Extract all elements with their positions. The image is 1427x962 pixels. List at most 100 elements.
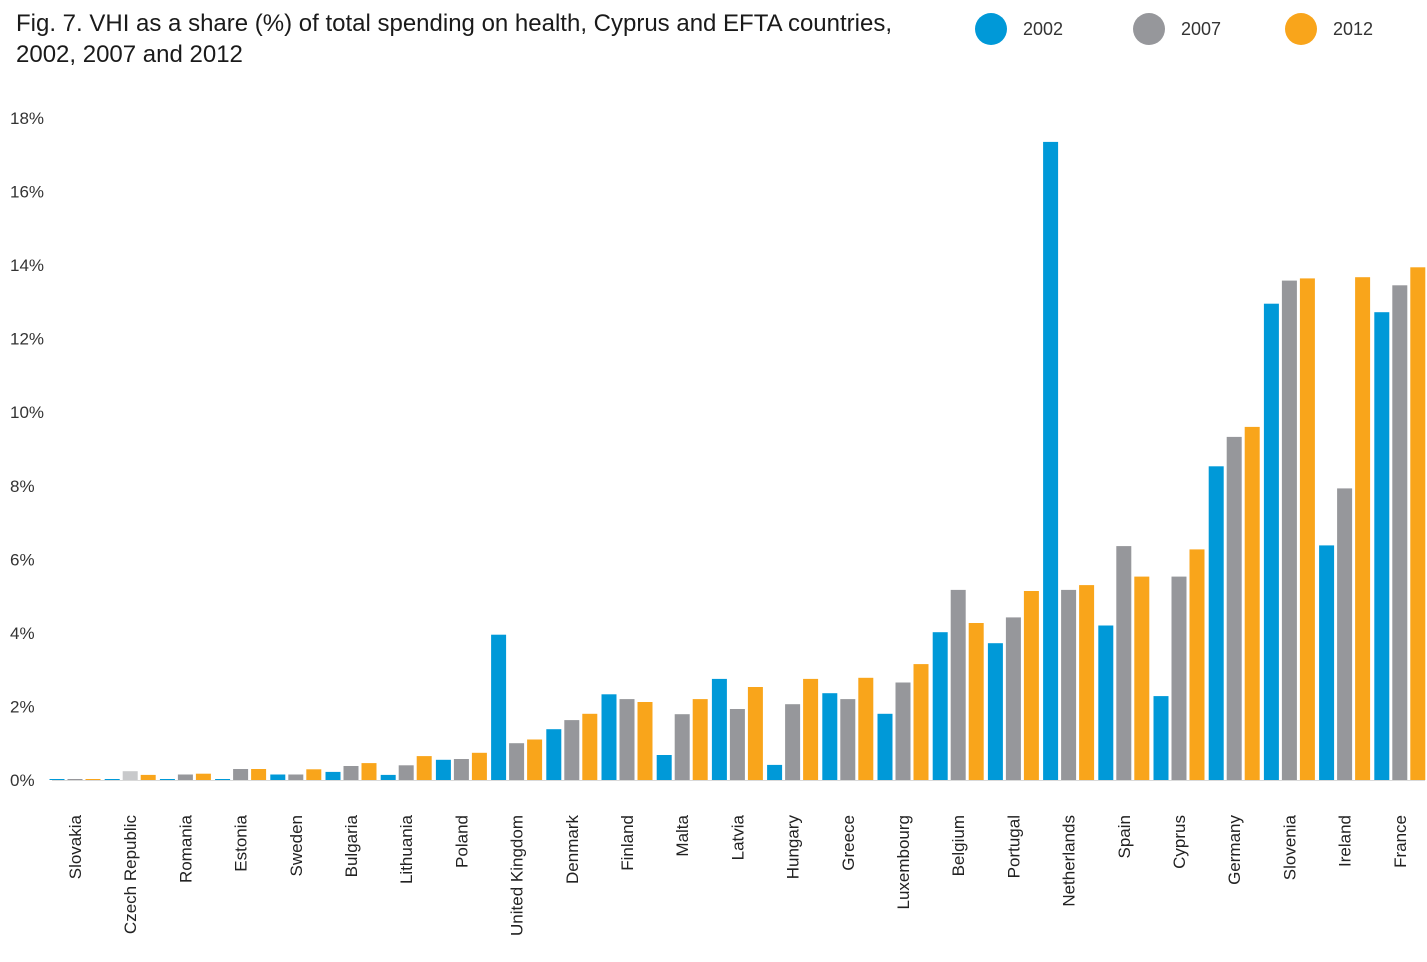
bar-2002-spain xyxy=(1098,625,1114,780)
x-category-label: Poland xyxy=(452,815,471,868)
category-group-slovenia xyxy=(1263,278,1315,780)
category-group-bulgaria xyxy=(325,763,377,780)
x-category-label: Luxembourg xyxy=(894,815,913,910)
category-group-portugal xyxy=(987,591,1039,780)
bar-2012-greece xyxy=(858,677,874,780)
y-tick-label: 12% xyxy=(10,330,44,349)
x-category-label: Romania xyxy=(176,814,195,883)
bar-2007-bulgaria xyxy=(343,766,359,780)
category-group-czech-republic xyxy=(104,771,156,780)
bar-2002-denmark xyxy=(546,729,562,780)
bar-2007-hungary xyxy=(785,704,801,780)
category-group-denmark xyxy=(546,713,598,780)
legend-label-2007: 2007 xyxy=(1181,19,1222,39)
bar-2012-poland xyxy=(471,752,487,780)
bar-2002-netherlands xyxy=(1043,141,1059,780)
category-group-lithuania xyxy=(380,756,432,780)
bar-2007-czech-republic xyxy=(122,771,138,780)
bar-2012-luxembourg xyxy=(913,664,929,780)
category-group-malta xyxy=(656,699,708,780)
category-group-germany xyxy=(1208,426,1260,780)
x-category-label: Latvia xyxy=(728,814,747,860)
bar-2012-slovakia xyxy=(85,779,101,780)
bar-2002-malta xyxy=(656,755,672,780)
bar-2007-finland xyxy=(619,699,635,780)
x-category-label: Portugal xyxy=(1004,815,1023,878)
bar-2002-belgium xyxy=(932,632,948,780)
bar-2012-cyprus xyxy=(1189,549,1205,780)
category-group-estonia xyxy=(215,769,267,780)
bar-2002-czech-republic xyxy=(104,779,120,780)
category-group-spain xyxy=(1098,546,1150,780)
category-group-poland xyxy=(435,752,487,780)
category-group-greece xyxy=(822,677,874,780)
x-category-label: Greece xyxy=(839,815,858,871)
bar-2012-finland xyxy=(637,702,653,780)
legend-swatch-2012 xyxy=(1285,13,1317,45)
category-group-cyprus xyxy=(1153,549,1205,780)
bar-2007-cyprus xyxy=(1171,576,1187,780)
bar-2012-bulgaria xyxy=(361,763,377,780)
category-group-united-kingdom xyxy=(491,634,543,780)
bar-2007-slovakia xyxy=(67,779,83,780)
bar-2007-poland xyxy=(453,759,469,780)
bar-2002-cyprus xyxy=(1153,696,1169,780)
bar-2007-lithuania xyxy=(398,765,414,780)
category-group-ireland xyxy=(1319,277,1371,780)
bar-2012-slovenia xyxy=(1299,278,1315,780)
bar-2002-germany xyxy=(1208,466,1224,780)
bar-2012-united-kingdom xyxy=(527,739,543,780)
y-tick-label: 2% xyxy=(10,697,35,716)
bar-2002-slovenia xyxy=(1263,303,1279,780)
x-category-label: Netherlands xyxy=(1060,815,1079,907)
y-tick-label: 0% xyxy=(10,771,35,790)
bar-2007-netherlands xyxy=(1061,589,1077,780)
bar-2007-belgium xyxy=(950,589,966,780)
bar-2002-portugal xyxy=(987,643,1003,780)
bar-2002-hungary xyxy=(767,764,783,780)
x-category-label: Slovakia xyxy=(66,814,85,879)
x-category-label: Slovenia xyxy=(1280,814,1299,880)
bar-2012-denmark xyxy=(582,713,598,780)
category-group-luxembourg xyxy=(877,664,929,780)
x-category-label: Lithuania xyxy=(397,814,416,884)
x-category-label: Ireland xyxy=(1336,815,1355,867)
bar-2007-france xyxy=(1392,285,1408,780)
category-group-sweden xyxy=(270,769,322,780)
category-group-belgium xyxy=(932,589,984,780)
y-tick-label: 4% xyxy=(10,624,35,643)
bar-2007-portugal xyxy=(1005,617,1021,780)
bar-2012-estonia xyxy=(251,769,267,780)
bar-2007-romania xyxy=(177,774,193,780)
bar-2012-france xyxy=(1410,267,1426,780)
bar-2007-greece xyxy=(840,699,856,780)
x-category-label: Malta xyxy=(673,814,692,856)
y-tick-label: 10% xyxy=(10,403,44,422)
bar-2012-germany xyxy=(1244,426,1260,780)
bar-2007-latvia xyxy=(729,709,745,780)
bar-2007-united-kingdom xyxy=(509,743,525,780)
bar-2002-romania xyxy=(159,779,175,780)
x-category-label: Czech Republic xyxy=(121,815,140,935)
bar-2012-netherlands xyxy=(1079,585,1095,780)
bar-2002-greece xyxy=(822,693,838,780)
bar-2002-ireland xyxy=(1319,545,1335,780)
bar-2007-estonia xyxy=(233,769,249,780)
chart-title: Fig. 7. VHI as a share (%) of total spen… xyxy=(16,10,892,68)
bar-2007-luxembourg xyxy=(895,682,911,780)
bar-2012-malta xyxy=(692,699,708,780)
bar-2012-romania xyxy=(195,773,211,780)
y-tick-label: 18% xyxy=(10,109,44,128)
bar-2002-luxembourg xyxy=(877,713,893,780)
bar-2007-germany xyxy=(1226,436,1242,780)
x-category-label: Bulgaria xyxy=(342,814,361,877)
x-category-label: Spain xyxy=(1115,815,1134,858)
bar-2012-ireland xyxy=(1355,277,1371,780)
y-tick-label: 6% xyxy=(10,550,35,569)
bar-2012-hungary xyxy=(803,678,819,780)
bar-2002-united-kingdom xyxy=(491,634,507,780)
bar-2002-latvia xyxy=(711,678,727,780)
x-category-label: Sweden xyxy=(287,815,306,876)
bar-2007-slovenia xyxy=(1281,280,1297,780)
bar-2007-ireland xyxy=(1337,488,1353,780)
